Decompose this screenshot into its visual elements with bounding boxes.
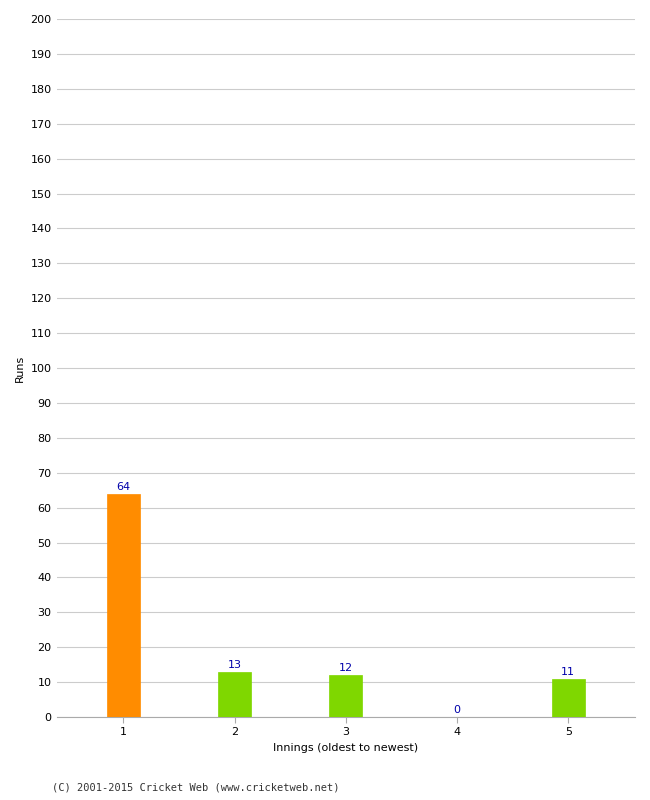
Bar xyxy=(218,672,251,717)
Text: 11: 11 xyxy=(561,667,575,677)
Bar xyxy=(552,678,585,717)
Text: 12: 12 xyxy=(339,663,353,674)
Bar xyxy=(107,494,140,717)
Text: 0: 0 xyxy=(454,706,460,715)
Bar xyxy=(329,675,363,717)
Text: (C) 2001-2015 Cricket Web (www.cricketweb.net): (C) 2001-2015 Cricket Web (www.cricketwe… xyxy=(52,782,339,792)
Text: 64: 64 xyxy=(116,482,131,492)
Y-axis label: Runs: Runs xyxy=(15,354,25,382)
Text: 13: 13 xyxy=(227,660,242,670)
X-axis label: Innings (oldest to newest): Innings (oldest to newest) xyxy=(273,743,419,753)
